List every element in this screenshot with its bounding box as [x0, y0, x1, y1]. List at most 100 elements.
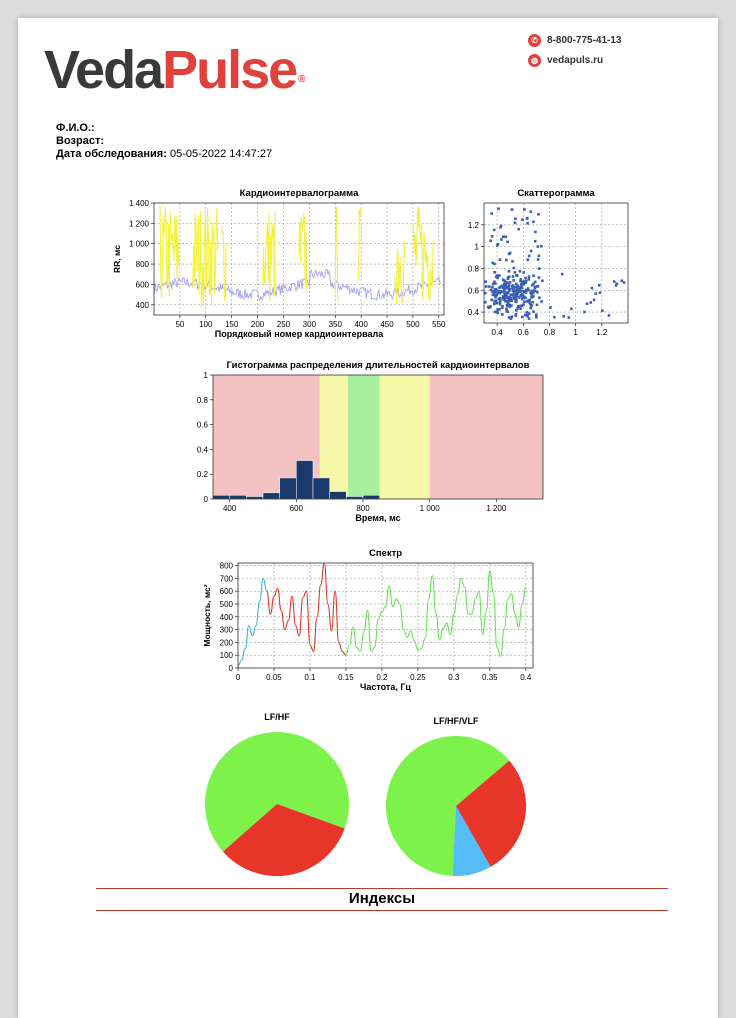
patient-age-label: Возраст:: [56, 135, 104, 147]
scatter-point: [490, 235, 494, 238]
scatter-point: [532, 274, 535, 277]
scatter-point: [507, 270, 511, 273]
scatter-point: [529, 249, 533, 253]
scatter-point: [515, 309, 518, 312]
scatter-point: [590, 286, 594, 290]
scatter-point: [510, 304, 513, 307]
y-tick-label: 1 000: [129, 240, 150, 249]
scatter-point: [512, 284, 515, 287]
x-tick-label: 600: [290, 504, 304, 513]
charts-canvas: 50 100 150 200 250 300 350 400 450 500 55040060080…: [112, 188, 629, 877]
scatter-point: [534, 285, 537, 289]
scatter-point: [493, 288, 497, 291]
website-link[interactable]: vedapuls.ru: [547, 55, 604, 66]
artifact-series-line: [158, 205, 180, 299]
scatter-point: [506, 302, 510, 306]
histogram-bar: [312, 477, 330, 500]
scatter-point: [531, 300, 534, 304]
x-tick-label: 800: [356, 504, 370, 513]
scatter-point: [513, 221, 517, 225]
scatter-point: [535, 313, 538, 316]
y-tick-label: 200: [220, 638, 234, 647]
scatter-point: [508, 289, 511, 292]
report-page: VedaPulse ® ✆ 8-800-775-41-13 ◍ vedapuls.…: [18, 18, 718, 1018]
scatter-point: [509, 298, 512, 302]
scatter-point: [512, 266, 516, 270]
logo-part-2: Pulse: [162, 40, 298, 100]
x-tick-label: 0.4: [520, 673, 532, 682]
plot-frame: [237, 562, 534, 669]
scatter-point: [502, 298, 506, 301]
scatter-point: [515, 274, 518, 277]
scatter-point: [527, 275, 531, 278]
scatter-point: [503, 291, 507, 294]
scatter-point: [498, 290, 502, 293]
patient-name-row: Ф.И.О.:: [56, 122, 95, 134]
plot-area: [238, 563, 533, 668]
scatter-point: [493, 290, 496, 294]
scatter-point: [534, 230, 537, 234]
scatter-point: [484, 300, 487, 304]
scatter-point: [517, 288, 520, 292]
scatter-point: [527, 317, 531, 320]
x-tick-label: 400: [223, 504, 237, 513]
plot-frame: [212, 374, 544, 500]
scatter-point: [499, 226, 502, 229]
histogram-zone: [348, 375, 380, 499]
histogram-bar: [296, 460, 314, 500]
y-tick-label: 300: [220, 626, 234, 635]
scatter-point: [506, 291, 510, 295]
scatter-point: [622, 281, 626, 284]
scatter-point: [517, 227, 520, 231]
scatter-point: [504, 285, 508, 288]
scatter-point: [594, 292, 597, 295]
scatter-point: [530, 289, 533, 293]
scatter-point: [498, 299, 502, 302]
artifact-series-line: [262, 211, 276, 302]
scatter-point: [489, 239, 492, 242]
scatter-point: [536, 285, 540, 288]
scatter-point: [511, 287, 514, 290]
y-tick-label: 800: [220, 562, 234, 571]
scatter-point: [585, 302, 589, 305]
scatter-point: [497, 207, 500, 211]
scatter-point: [549, 306, 552, 309]
scatter-point: [504, 235, 508, 239]
scatter-point: [524, 279, 528, 283]
scatter-point: [520, 304, 524, 307]
scatter-point: [537, 213, 540, 216]
histogram-zone: [379, 375, 430, 499]
scatter-point: [514, 297, 518, 301]
scatter-point: [537, 276, 541, 279]
scatter-point: [498, 258, 502, 261]
scatter-point: [499, 224, 503, 228]
scatter-point: [498, 286, 501, 289]
scatter-point: [520, 283, 523, 286]
y-tick-label: 0.4: [197, 445, 209, 454]
x-tick-label: 0.3: [448, 673, 460, 682]
scatter-point: [493, 310, 497, 314]
scatter-point: [525, 314, 529, 317]
scatter-point: [513, 295, 516, 298]
scatter-point: [522, 300, 526, 304]
x-tick-label: 450: [380, 320, 394, 329]
scatter-point: [498, 308, 501, 311]
scatter-point: [537, 267, 541, 270]
phone-icon: ✆: [528, 34, 541, 47]
pie-slice: [204, 732, 349, 852]
scatter-point: [519, 294, 522, 297]
phone-contact: ✆ 8-800-775-41-13: [528, 34, 622, 47]
scatter-point: [525, 288, 528, 292]
scatter-point: [514, 313, 518, 316]
scatter-point: [589, 301, 593, 304]
scatter-point: [513, 271, 517, 274]
scatter-point: [490, 298, 493, 302]
scatter-point: [524, 296, 527, 300]
scatter-point: [537, 254, 541, 258]
scatter-point: [502, 235, 505, 238]
scatter-point: [498, 301, 502, 304]
y-tick-label: 0.8: [468, 264, 480, 273]
scatter-point: [494, 296, 497, 299]
artifact-series-line: [192, 207, 220, 307]
x-tick-label: 0.25: [410, 673, 426, 682]
